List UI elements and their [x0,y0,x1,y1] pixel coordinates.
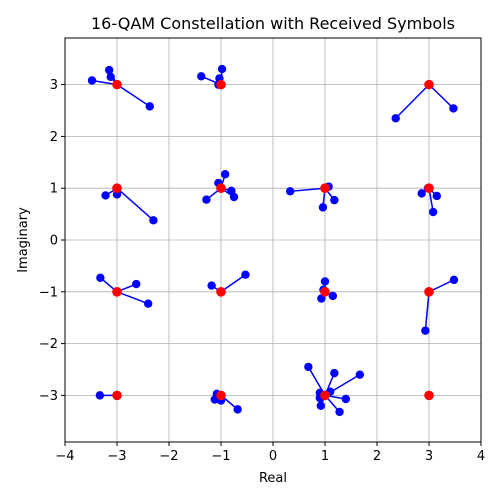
received-point [330,368,339,378]
y-tick-label: 1 [50,182,58,197]
received-point [197,72,206,81]
received-point [432,191,441,201]
x-tick-label: 3 [425,449,433,464]
x-tick-label: −2 [159,449,178,464]
error-line [116,291,149,305]
received-point [449,104,458,113]
x-tick-label: −3 [107,449,126,464]
received-point [317,294,326,303]
received-point [106,72,115,82]
received-point [304,362,313,372]
error-line [116,187,154,221]
error-line [220,274,246,293]
ideal-point [112,390,122,401]
x-axis-label: Real [259,471,287,486]
y-tick-label: 3 [50,78,58,93]
x-tick-label: −4 [55,449,74,464]
error-line [395,84,430,119]
received-point [417,189,426,198]
received-point [95,391,105,400]
received-point [144,299,153,308]
received-point [449,275,459,285]
received-point [320,277,330,286]
ideal-symbols [112,79,434,401]
received-point [101,191,110,200]
received-point [207,281,216,290]
received-point [328,291,337,301]
ideal-point [424,183,434,194]
y-tick-label: 0 [50,234,58,249]
ideal-point [112,79,122,90]
ideal-point [424,79,434,90]
received-point [96,273,105,283]
y-tick-label: −2 [39,337,58,352]
ideal-point [112,286,122,297]
y-tick-label: −1 [39,285,58,300]
ideal-point [216,79,226,90]
received-point [335,407,344,417]
error-line [424,291,430,331]
error-line [116,83,151,107]
ideal-point [320,286,330,297]
x-axis-ticks: −4 −3 −2 −1 0 1 2 3 4 [55,442,485,464]
ideal-point [216,286,226,297]
received-point [229,192,239,202]
ideal-point [424,390,434,401]
ideal-point [320,390,330,401]
y-tick-label: −3 [39,389,58,404]
received-point [87,76,97,85]
error-line [290,187,326,193]
received-point [220,170,230,179]
received-point [217,64,227,74]
received-point [428,207,438,217]
received-point [105,65,114,75]
x-tick-label: 2 [373,449,381,464]
ideal-point [320,183,330,194]
ideal-point [216,183,226,194]
chart-title: 16-QAM Constellation with Received Symbo… [91,14,455,33]
error-line [428,84,454,109]
x-tick-label: 4 [477,449,485,464]
x-tick-label: 0 [269,449,277,464]
received-point [241,270,250,279]
grid [64,38,482,442]
received-point [285,187,295,196]
y-axis-ticks: −3 −2 −1 0 1 2 3 [39,78,65,404]
received-point [341,394,350,404]
received-point [421,326,430,335]
ideal-point [216,390,226,401]
y-axis-label: Imaginary [16,207,31,273]
received-point [233,405,242,414]
received-point [145,102,154,111]
received-point [202,195,211,204]
received-point [391,114,400,123]
received-point [355,370,365,379]
x-tick-label: 1 [321,449,329,464]
x-tick-label: −1 [211,449,230,464]
received-point [318,203,328,212]
received-point [149,216,158,225]
ideal-point [112,183,122,194]
y-tick-label: 2 [50,130,58,145]
received-point [330,195,339,205]
received-point [132,279,141,289]
received-point [316,401,326,410]
ideal-point [424,286,434,297]
